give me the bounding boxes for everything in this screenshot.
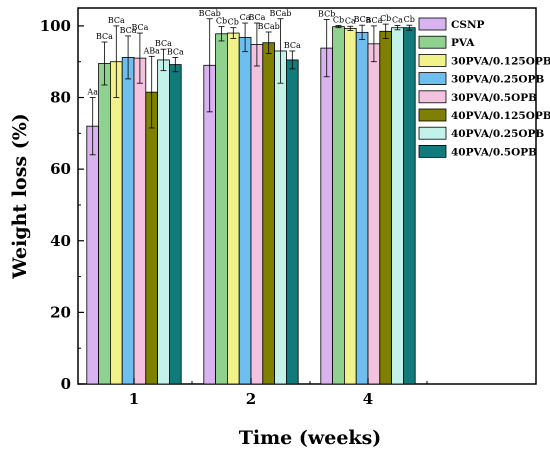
- legend-swatch: [418, 17, 447, 31]
- bar-significance-label: BCab: [269, 9, 291, 18]
- bar-significance-label: BCa: [354, 15, 371, 24]
- bar-significance-label: BCa: [131, 23, 148, 32]
- bar-csnp-week-1: [86, 125, 100, 385]
- plot-frame: [77, 7, 537, 385]
- bar-30pva-0-125opb-week-2: [226, 32, 240, 385]
- bar-30pva-0-125opb-week-1: [110, 61, 123, 385]
- bar-significance-label: Cb: [333, 16, 344, 25]
- y-tick-label: 20: [50, 303, 71, 321]
- bar-significance-label: Cb: [216, 17, 227, 26]
- bar-significance-label: BCa: [365, 16, 382, 25]
- y-tick-label: 60: [50, 160, 71, 178]
- y-tick-label: 80: [50, 89, 71, 107]
- legend-swatch: [418, 54, 447, 67]
- bar-30pva-0-125opb-week-4: [343, 28, 357, 385]
- legend-label: 30PVA/0.25OPB: [451, 74, 544, 86]
- bar-significance-label: Ca: [240, 13, 251, 22]
- bar-significance-label: BCa: [248, 13, 265, 22]
- bar-significance-label: BCa: [108, 16, 125, 25]
- legend-swatch: [418, 72, 447, 85]
- legend-swatch: [418, 108, 447, 122]
- bar-significance-label: BCab: [199, 9, 221, 18]
- bar-significance-label: BCa: [284, 41, 301, 50]
- bar-40pva-0-5opb-week-1: [168, 64, 182, 385]
- bar-significance-label: Cb: [228, 18, 239, 27]
- legend-swatch: [418, 144, 447, 158]
- bar-40pva-0-25opb-week-1: [157, 59, 170, 385]
- bar-30pva-0-25opb-week-1: [121, 57, 135, 385]
- bar-30pva-0-25opb-week-2: [238, 36, 252, 385]
- x-tick-label: 1: [129, 390, 139, 408]
- bar-significance-label: BCa: [155, 39, 172, 48]
- bar-40pva-0-125opb-week-2: [262, 42, 275, 385]
- legend-label: 40PVA/0.5OPB: [451, 146, 537, 158]
- bar-30pva-0-5opb-week-2: [250, 44, 264, 385]
- legend-label: CSNP: [451, 19, 485, 31]
- bar-significance-label: Ca: [345, 16, 356, 25]
- legend-swatch: [418, 90, 447, 104]
- bar-30pva-0-5opb-week-1: [133, 57, 147, 385]
- bar-30pva-0-25opb-week-4: [355, 31, 369, 385]
- bar-significance-label: Ca: [392, 16, 403, 25]
- bar-pva-week-2: [215, 33, 228, 385]
- legend-label: PVA: [451, 37, 475, 49]
- bar-40pva-0-125opb-week-1: [145, 91, 159, 385]
- y-tick-label: 0: [61, 375, 71, 393]
- bar-significance-label: Aa: [86, 88, 98, 97]
- bar-significance-label: BCa: [167, 47, 184, 56]
- bar-significance-label: BCab: [258, 22, 280, 31]
- legend-label: 30PVA/0.5OPB: [451, 92, 537, 104]
- bar-40pva-0-25opb-week-2: [274, 50, 287, 385]
- x-tick-label: 4: [363, 390, 373, 408]
- bar-csnp-week-2: [203, 64, 217, 385]
- bar-significance-label: Cb: [404, 15, 415, 24]
- bar-40pva-0-125opb-week-4: [379, 30, 392, 385]
- x-axis-title: Time (weeks): [239, 427, 382, 449]
- bar-csnp-week-4: [320, 47, 333, 385]
- legend-label: 40PVA/0.25OPB: [451, 128, 544, 140]
- x-tick-label: 2: [246, 390, 256, 408]
- legend-swatch: [418, 35, 447, 49]
- y-axis: 0 20 40 60 80 100: [40, 17, 84, 393]
- bar-pva-week-1: [98, 63, 111, 385]
- y-tick-label: 100: [40, 17, 71, 35]
- bar-30pva-0-5opb-week-4: [367, 43, 381, 385]
- bar-significance-label: BCb: [318, 9, 335, 18]
- bar-significance-label: BCa: [96, 32, 113, 41]
- legend-label: 40PVA/0.125OPB: [451, 110, 550, 122]
- bar-40pva-0-5opb-week-4: [402, 27, 416, 385]
- bar-40pva-0-25opb-week-4: [391, 27, 404, 385]
- bar-significance-label: ABa: [142, 46, 160, 55]
- y-tick-label: 40: [50, 232, 71, 250]
- y-axis-title: Weight loss (%): [9, 113, 31, 280]
- x-axis: 1 2 4: [129, 378, 428, 408]
- bar-significance-label: BCa: [120, 26, 137, 35]
- legend: CSNP PVA 30PVA/0.125OPB 30PVA/0.25OPB 30PVA/…: [418, 17, 550, 158]
- bar-40pva-0-5opb-week-2: [285, 59, 299, 385]
- legend-label: 30PVA/0.125OPB: [451, 55, 550, 67]
- legend-swatch: [418, 126, 447, 140]
- bar-significance-label: Cb: [380, 14, 391, 23]
- bar-pva-week-4: [332, 26, 345, 385]
